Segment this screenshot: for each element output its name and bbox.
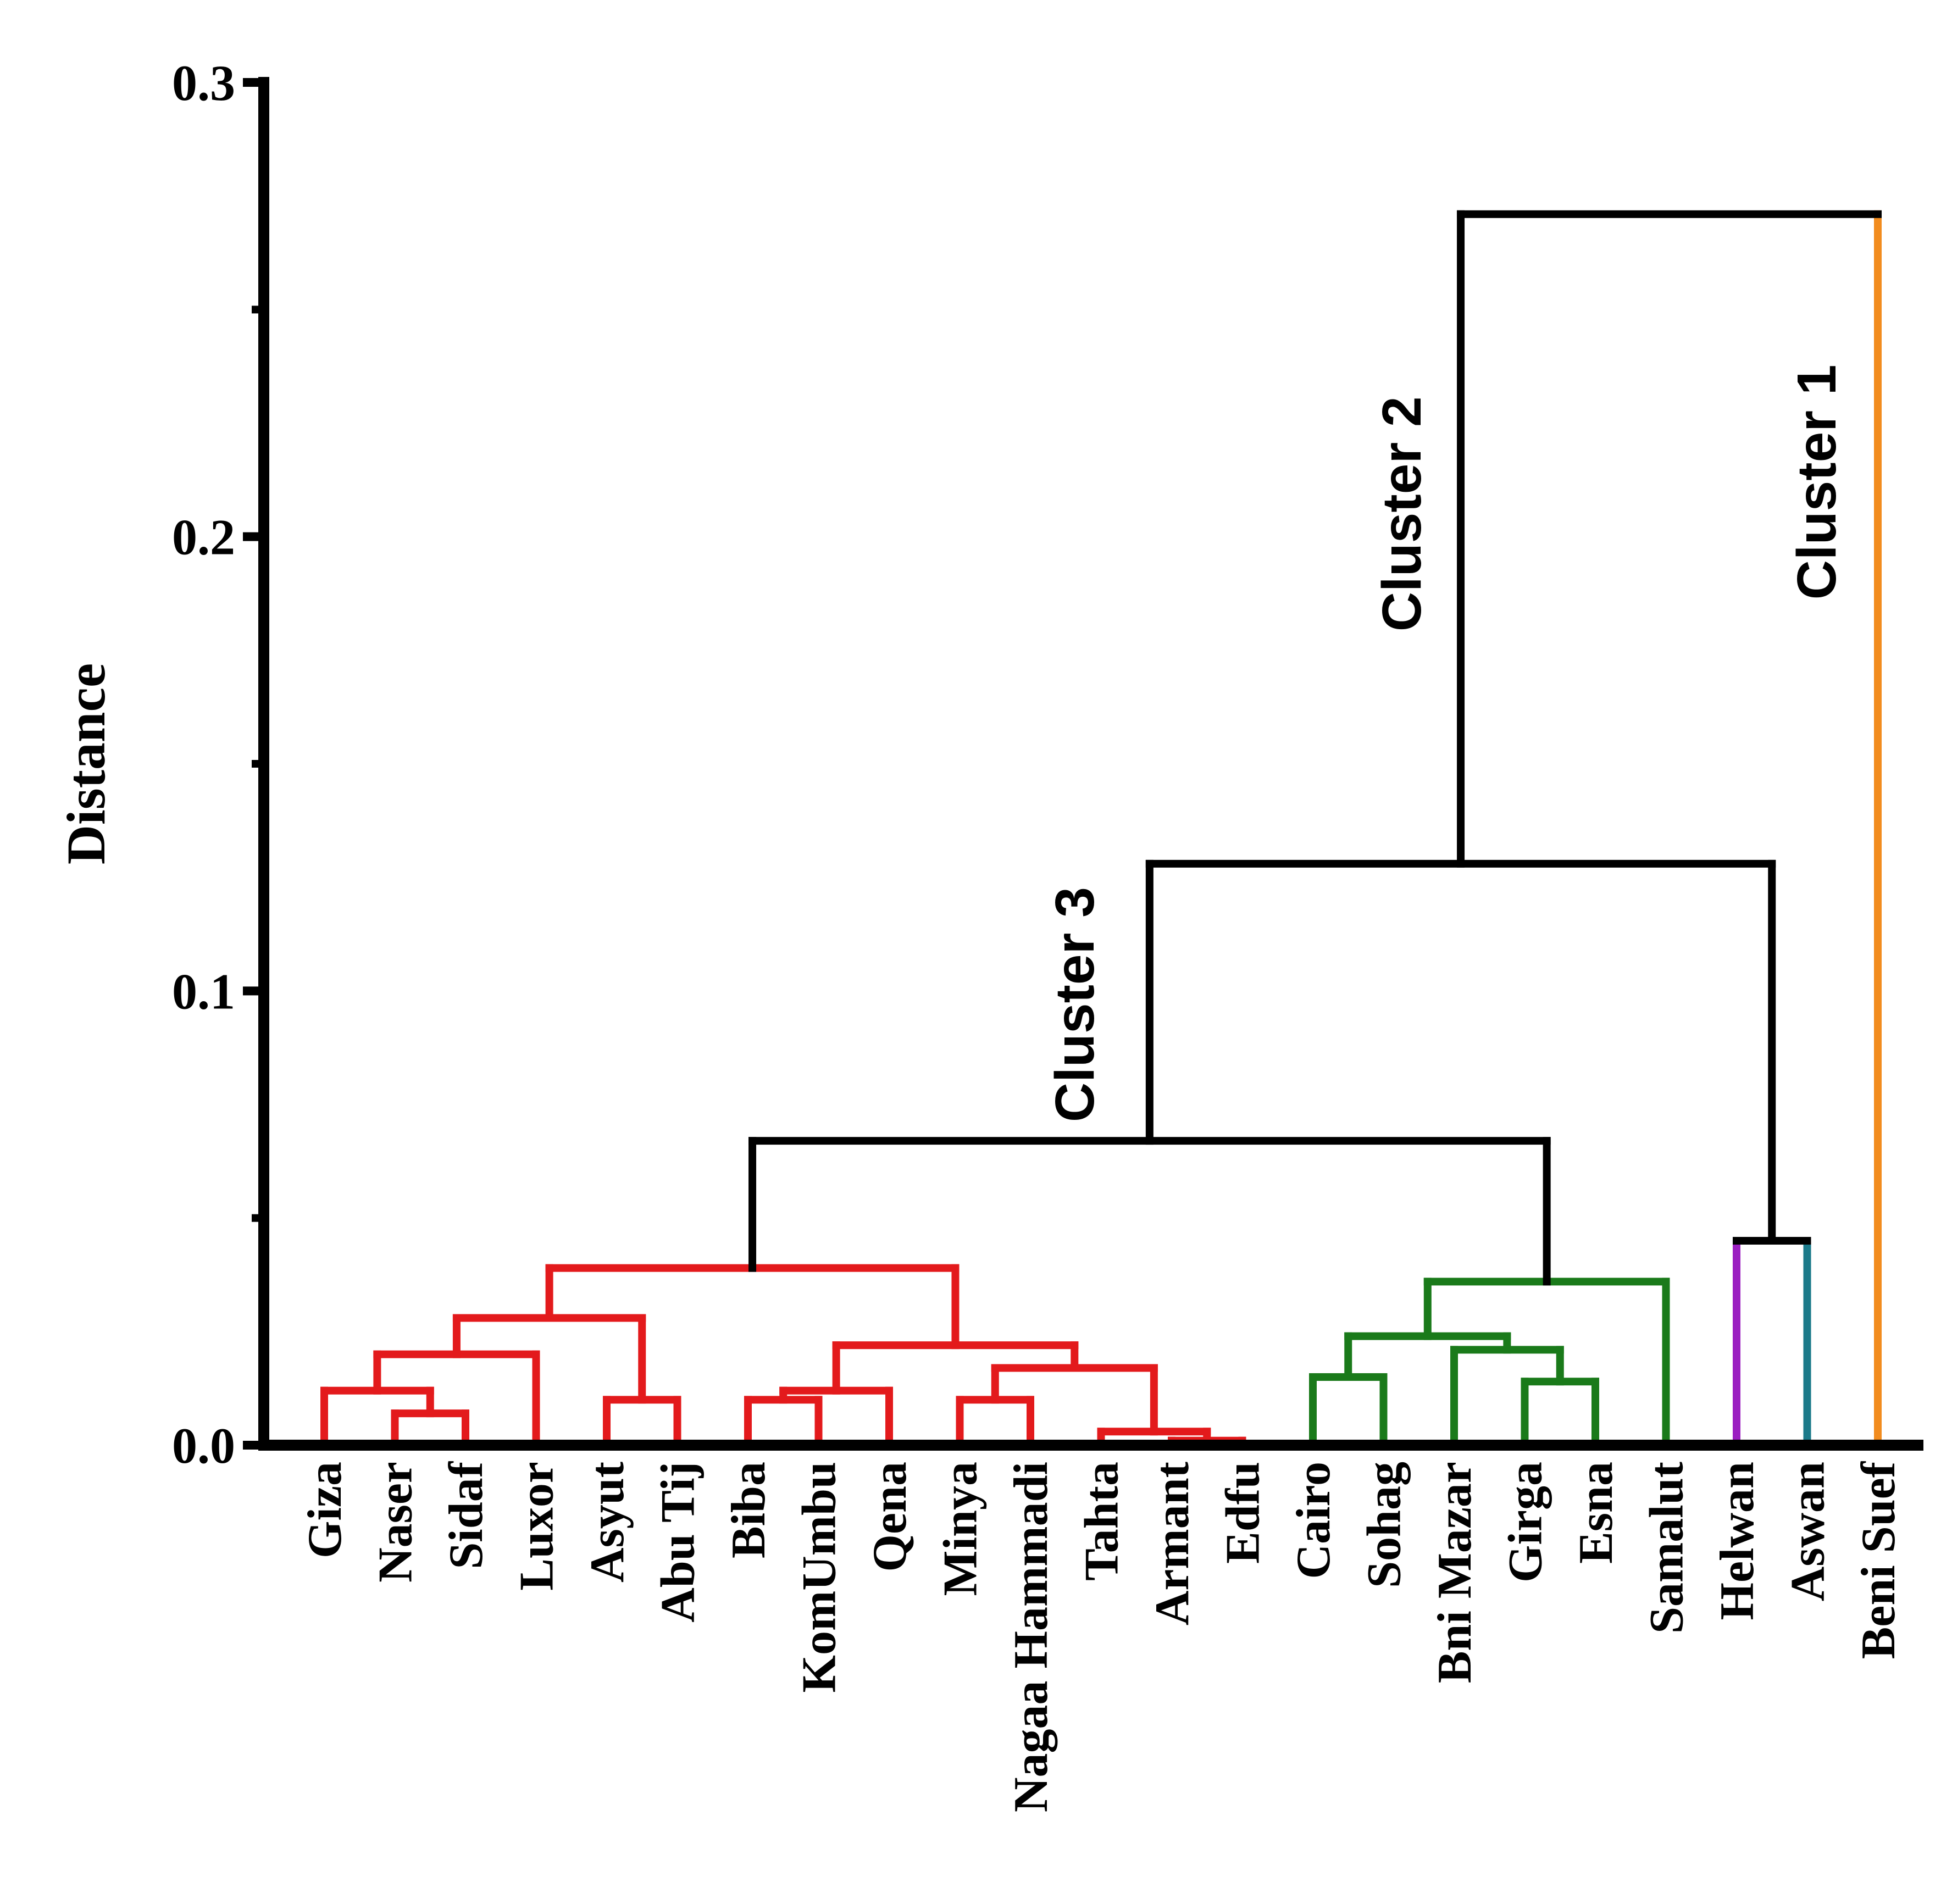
merge-link-20 [1145,859,1776,1245]
merge-link-2 [373,1350,540,1449]
cluster-2-label: Cluster 2 [1371,396,1433,631]
leaf-label-qena: Qena [863,1462,917,1572]
leaf-label-girga: Girga [1499,1462,1552,1583]
leaf-label-sidaf: Sidaf [440,1461,493,1569]
links-layer [320,210,1882,1449]
merge-link-16 [1344,1332,1511,1381]
leaf-label-giza: Giza [298,1462,352,1558]
merge-link-5 [744,1396,823,1449]
leaf-label-beni-suef: Beni Suef [1852,1461,1905,1659]
axis-layer [243,77,1923,1451]
leaf-label-helwan: Helwan [1711,1462,1764,1620]
leaf-label-komumbu: KomUmbu [793,1462,846,1693]
leaf-label-aswan: Aswan [1782,1462,1835,1601]
cluster-1-label: Cluster 1 [1786,364,1848,599]
leaf-label-armant: Armant [1146,1462,1199,1625]
leaf-label-bni-mazar: Bni Mazar [1428,1462,1482,1683]
leaf-label-esna: Esna [1570,1462,1623,1564]
y-tick-label: 0.3 [172,55,235,111]
leaf-label-edfu: Edfu [1217,1462,1270,1564]
merge-link-1 [320,1386,434,1449]
leaf-label-minya: Minya [934,1462,988,1596]
merge-link-4 [452,1314,646,1404]
y-tick-label: 0.2 [172,509,235,565]
y-axis-title: Distance [56,663,117,865]
y-tick-label: 0.1 [172,963,235,1019]
cluster-3-label: Cluster 3 [1044,887,1106,1122]
merge-link-14 [1521,1378,1599,1449]
merge-link-19 [1733,1237,1811,1449]
leaf-label-sohag: Sohag [1358,1462,1411,1588]
merge-link-13 [1309,1373,1388,1449]
merge-link-21 [1457,210,1882,1449]
leaf-label-samalut: Samalut [1640,1462,1694,1634]
leaf-label-tahta: Tahta [1075,1462,1129,1581]
leaf-label-biba: Biba [722,1462,775,1558]
leaf-label-asyut: Asyut [581,1462,634,1583]
y-tick-label: 0.0 [172,1418,235,1474]
leaf-label-abu-tij: Abu Tij [652,1462,705,1623]
merge-link-18 [748,1137,1551,1286]
merge-link-17 [1423,1278,1670,1449]
leaf-label-luxor: Luxor [511,1462,564,1591]
merge-link-15 [1450,1346,1564,1449]
leaf-label-cairo: Cairo [1287,1462,1340,1579]
leaf-label-nagaa-hammadi: Nagaa Hammadi [1005,1462,1058,1812]
leaf-label-naser: Naser [369,1462,423,1583]
text-layer: Distance Cluster 1 Cluster 2 Cluster 3 0… [56,55,1905,1812]
merge-link-3 [603,1396,681,1449]
merge-link-7 [956,1396,1034,1449]
merge-link-12 [545,1264,960,1350]
